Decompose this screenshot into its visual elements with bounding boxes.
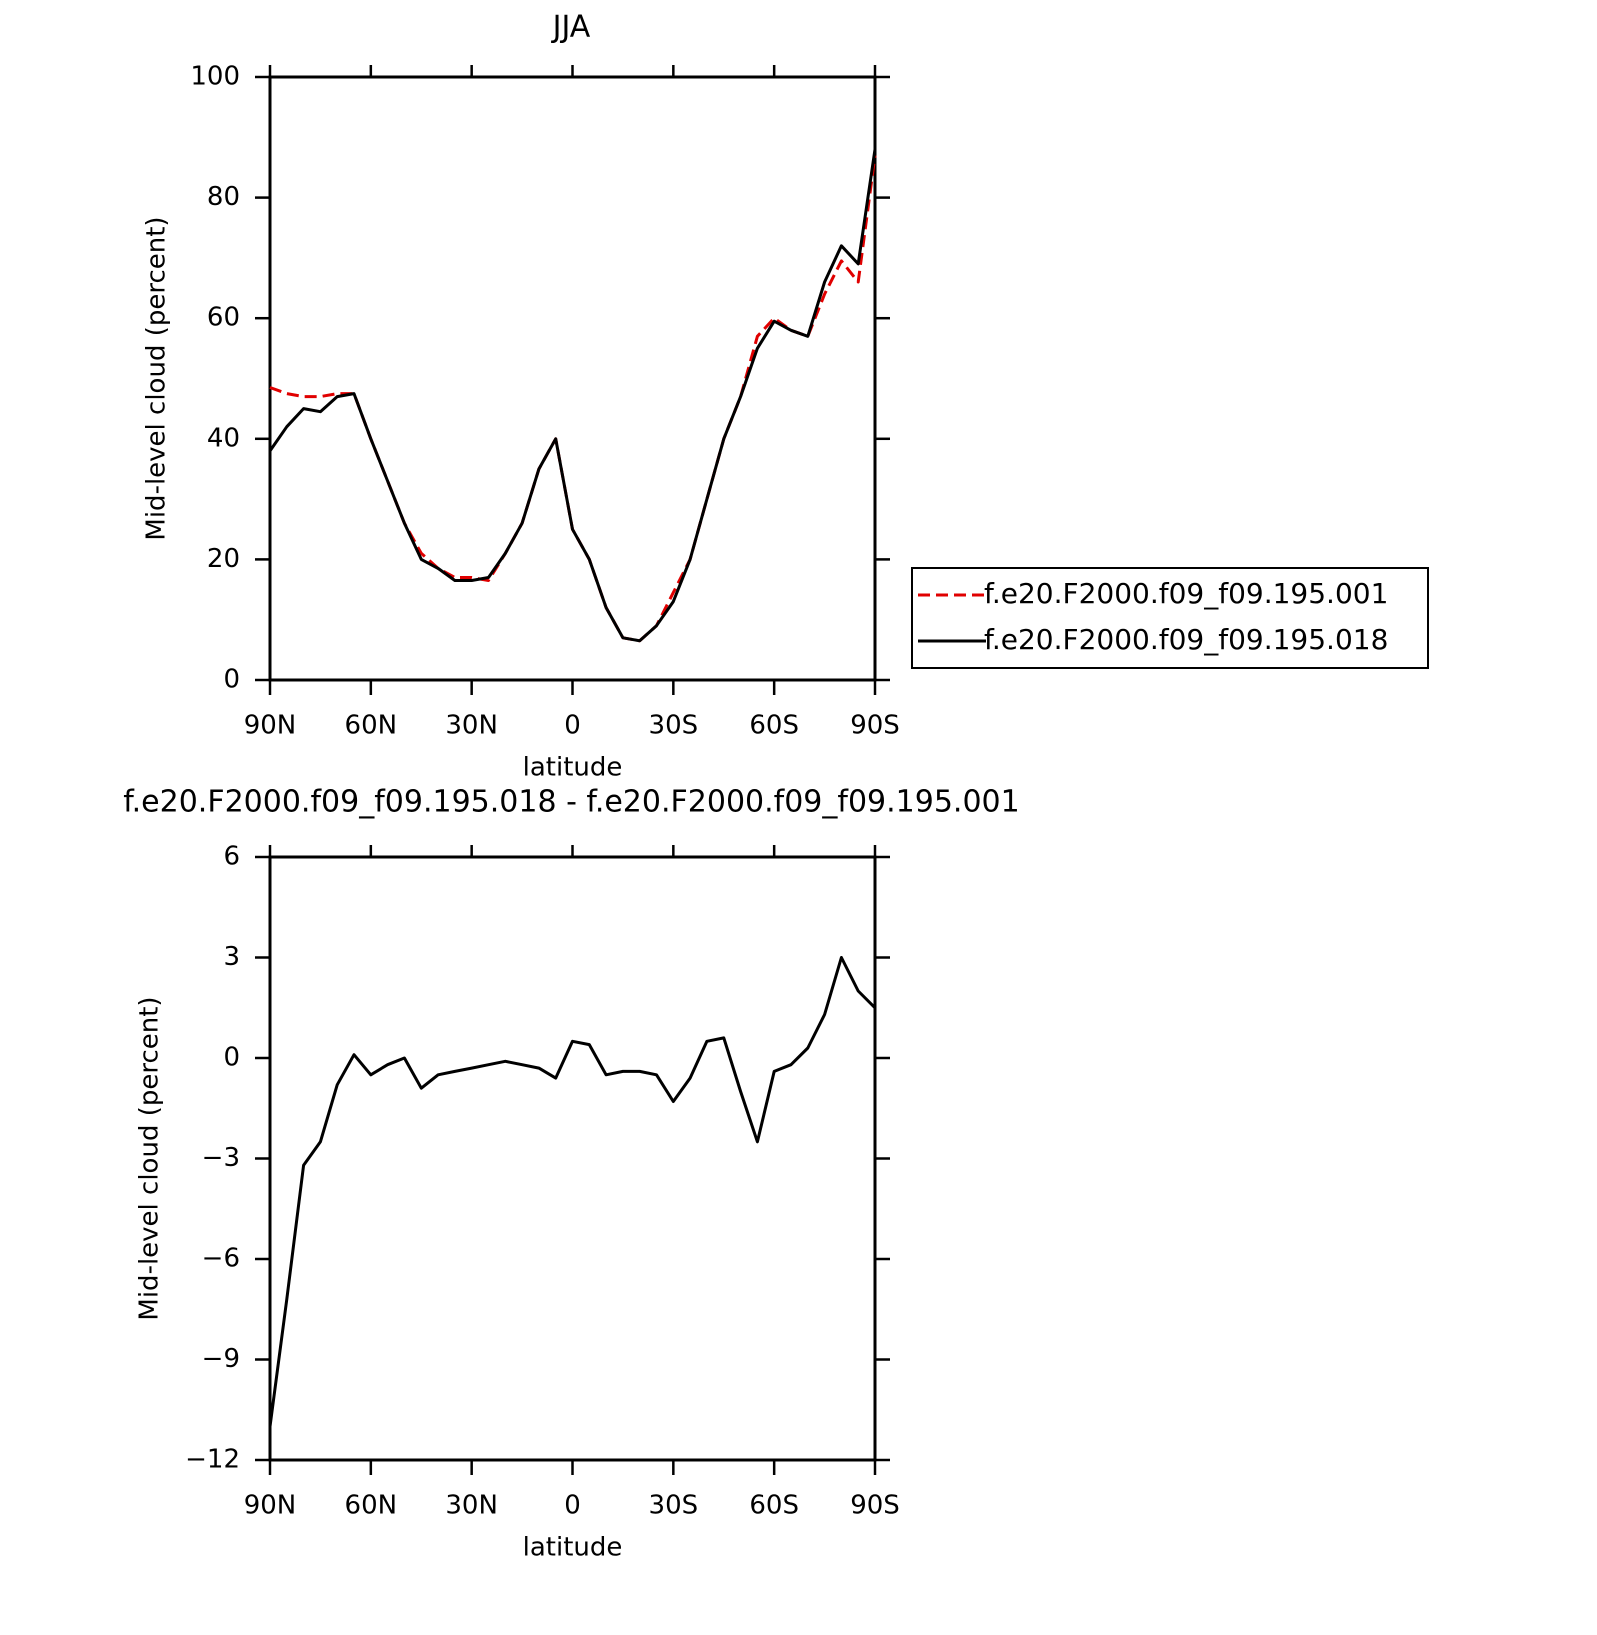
x-tick-label: 90S [850, 711, 900, 741]
y-tick-label: 20 [207, 544, 240, 574]
x-tick-label: 0 [564, 1491, 581, 1521]
x-tick-label: 90S [850, 1491, 900, 1521]
y-tick-label: −6 [202, 1244, 240, 1274]
x-axis-label: latitude [523, 1533, 623, 1563]
y-tick-label: 6 [223, 842, 240, 872]
x-tick-label: 60N [345, 1491, 398, 1521]
y-axis-label: Mid-level cloud (percent) [142, 216, 172, 540]
x-tick-label: 60S [749, 1491, 799, 1521]
series-line [268, 956, 877, 1427]
chart-title: f.e20.F2000.f09_f09.195.018 - f.e20.F200… [123, 785, 1019, 820]
y-tick-label: −9 [202, 1344, 240, 1374]
x-tick-label: 60S [749, 711, 799, 741]
y-tick-label: 100 [190, 62, 240, 92]
legend-label: f.e20.F2000.f09_f09.195.018 [984, 623, 1388, 656]
y-tick-label: −12 [185, 1445, 240, 1475]
chart-title: JJA [551, 10, 591, 45]
y-tick-label: −3 [202, 1143, 240, 1173]
series-line [269, 155, 877, 643]
legend-label: f.e20.F2000.f09_f09.195.001 [984, 577, 1388, 610]
y-tick-label: 80 [207, 182, 240, 212]
x-tick-label: 0 [564, 711, 581, 741]
x-tick-label: 90N [244, 711, 297, 741]
legend-box [911, 567, 1429, 669]
y-tick-label: 3 [223, 942, 240, 972]
y-tick-label: 0 [223, 1043, 240, 1073]
series-line [268, 149, 877, 643]
y-tick-label: 40 [207, 423, 240, 453]
x-axis-label: latitude [523, 753, 623, 783]
plot-frame [268, 855, 877, 1462]
x-tick-label: 30S [649, 1491, 699, 1521]
x-tick-label: 30N [445, 1491, 498, 1521]
x-tick-label: 60N [345, 711, 398, 741]
x-tick-label: 90N [244, 1491, 297, 1521]
y-tick-label: 60 [207, 303, 240, 333]
x-tick-label: 30N [445, 711, 498, 741]
y-tick-label: 0 [223, 665, 240, 695]
x-tick-label: 30S [649, 711, 699, 741]
y-axis-label: Mid-level cloud (percent) [135, 996, 165, 1320]
plot-frame [268, 75, 877, 682]
